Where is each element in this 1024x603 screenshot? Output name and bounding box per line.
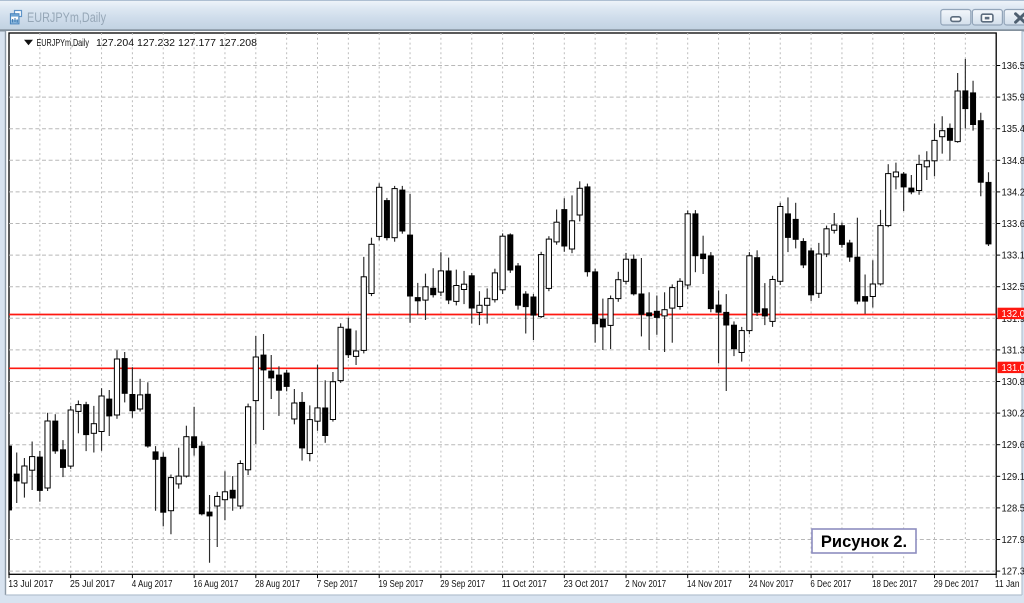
svg-text:130.2: 130.2 [1002,409,1024,420]
svg-text:11 Oct 2017: 11 Oct 2017 [502,579,547,590]
svg-text:131.0: 131.0 [1002,363,1024,374]
svg-text:2 Nov 2017: 2 Nov 2017 [625,579,666,590]
svg-text:127.3: 127.3 [1002,567,1024,578]
svg-text:128.5: 128.5 [1002,503,1024,514]
svg-text:29 Sep 2017: 29 Sep 2017 [440,579,485,590]
svg-text:7 Sep 2017: 7 Sep 2017 [317,579,358,590]
svg-text:13 Jul 2017: 13 Jul 2017 [8,579,53,590]
svg-text:129.1: 129.1 [1002,472,1024,483]
svg-text:Рисунок 2.: Рисунок 2. [821,533,907,551]
svg-text:23 Oct 2017: 23 Oct 2017 [564,579,609,590]
svg-text:135.9: 135.9 [1002,93,1024,104]
svg-text:127.9: 127.9 [1002,535,1024,546]
svg-text:18 Dec 2017: 18 Dec 2017 [872,579,917,590]
svg-text:19 Sep 2017: 19 Sep 2017 [379,579,424,590]
svg-text:134.2: 134.2 [1002,187,1024,198]
svg-text:131.9: 131.9 [1002,314,1024,325]
svg-text:28 Aug 2017: 28 Aug 2017 [255,579,300,590]
svg-text:4 Aug 2017: 4 Aug 2017 [132,579,173,590]
svg-text:6 Dec 2017: 6 Dec 2017 [810,579,851,590]
svg-text:130.8: 130.8 [1002,377,1024,388]
svg-text:132.0: 132.0 [1002,309,1024,320]
svg-text:16 Aug 2017: 16 Aug 2017 [193,579,238,590]
svg-text:29 Dec 2017: 29 Dec 2017 [934,579,979,590]
svg-text:EURJPYm,Daily: EURJPYm,Daily [37,37,90,49]
svg-text:132.5: 132.5 [1002,282,1024,293]
svg-text:14 Nov 2017: 14 Nov 2017 [687,579,732,590]
svg-text:136.5: 136.5 [1002,61,1024,72]
svg-text:25 Jul 2017: 25 Jul 2017 [70,579,115,590]
svg-text:127.204 127.232 127.177 127.20: 127.204 127.232 127.177 127.208 [96,37,257,49]
svg-text:131.3: 131.3 [1002,345,1024,356]
svg-text:24 Nov 2017: 24 Nov 2017 [749,579,794,590]
svg-text:135.4: 135.4 [1002,124,1024,135]
svg-text:133.1: 133.1 [1002,251,1024,262]
svg-text:134.8: 134.8 [1002,156,1024,167]
svg-text:133.6: 133.6 [1002,219,1024,230]
svg-text:129.6: 129.6 [1002,440,1024,451]
svg-text:EURJPYm,Daily: EURJPYm,Daily [27,10,106,25]
svg-text:11 Jan: 11 Jan [995,579,1020,590]
